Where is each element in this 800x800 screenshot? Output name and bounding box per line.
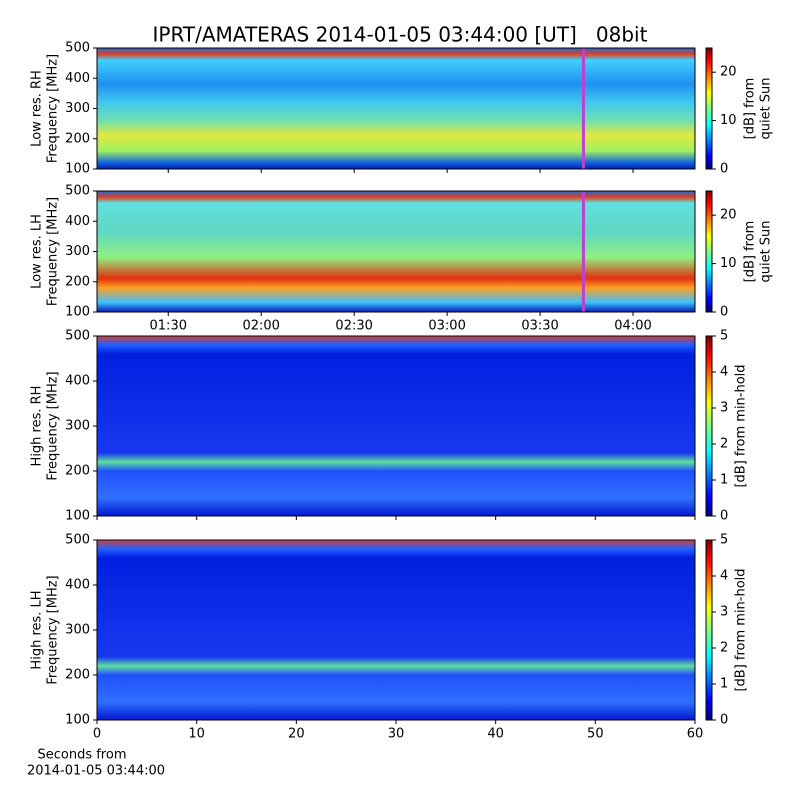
colorbar-tick-label: 4 [720, 569, 728, 584]
y-axis-label: Low res. LH [30, 214, 45, 289]
y-axis-label: High res. RH [30, 386, 45, 467]
chart-title: IPRT/AMATERAS 2014-01-05 03:44:00 [UT] 0… [153, 23, 648, 47]
y-tick-label: 200 [65, 668, 90, 683]
x-tick-label: 03:30 [521, 319, 558, 334]
colorbar-tick-label: 2 [720, 641, 728, 656]
colorbar-tick-label: 20 [720, 208, 737, 223]
x-tick-label: 03:00 [428, 319, 465, 334]
x-tick-label: 01:30 [150, 319, 187, 334]
colorbar-tick-label: 0 [720, 162, 728, 177]
colorbar [705, 47, 713, 170]
x-tick-label: 0 [93, 727, 101, 742]
colorbar-label: quiet Sun [759, 220, 774, 282]
spectrogram-image [97, 191, 695, 312]
y-tick-label: 200 [65, 131, 90, 146]
y-axis-label: Frequency [MHz] [46, 197, 61, 306]
y-tick-label: 400 [65, 578, 90, 593]
y-tick-label: 500 [65, 329, 90, 344]
colorbar-label: [dB] from [743, 78, 758, 140]
x-tick-label: 04:00 [614, 319, 651, 334]
y-tick-label: 100 [65, 305, 90, 320]
y-tick-label: 300 [65, 101, 90, 116]
y-tick-label: 100 [65, 713, 90, 728]
colorbar-label: [dB] from min-hold [734, 364, 749, 487]
y-tick-label: 300 [65, 244, 90, 259]
y-axis-label: Frequency [MHz] [46, 575, 61, 684]
y-tick-label: 500 [65, 184, 90, 199]
colorbar-tick-label: 3 [720, 605, 728, 620]
y-tick-label: 400 [65, 214, 90, 229]
spectrogram-image [97, 48, 695, 169]
colorbar-tick-label: 20 [720, 65, 737, 80]
colorbar-tick-label: 1 [720, 473, 728, 488]
x-tick-label: 02:00 [242, 319, 279, 334]
y-tick-label: 100 [65, 509, 90, 524]
x-tick-label: 60 [687, 727, 704, 742]
colorbar-label: [dB] from [743, 221, 758, 283]
colorbar-tick-label: 0 [720, 509, 728, 524]
y-tick-label: 500 [65, 41, 90, 56]
colorbar-tick-label: 10 [720, 113, 737, 128]
colorbar-tick-label: 5 [720, 329, 728, 344]
colorbar-tick-label: 3 [720, 401, 728, 416]
x-tick-label: 50 [587, 727, 604, 742]
y-tick-label: 300 [65, 419, 90, 434]
colorbar-tick-label: 2 [720, 437, 728, 452]
x-axis-label: Seconds from [37, 748, 126, 763]
colorbar-tick-label: 10 [720, 256, 737, 271]
y-tick-label: 300 [65, 623, 90, 638]
colorbar [705, 190, 713, 313]
y-axis-label: Low res. RH [30, 70, 45, 147]
y-tick-label: 500 [65, 533, 90, 548]
y-axis-label: Frequency [MHz] [46, 54, 61, 163]
y-tick-label: 200 [65, 274, 90, 289]
x-axis-label: 2014-01-05 03:44:00 [27, 764, 165, 779]
colorbar-tick-label: 4 [720, 365, 728, 380]
x-tick-label: 20 [288, 727, 305, 742]
y-tick-label: 200 [65, 464, 90, 479]
colorbar-label: quiet Sun [759, 77, 774, 139]
y-tick-label: 100 [65, 162, 90, 177]
x-tick-label: 02:30 [335, 319, 372, 334]
y-axis-label: Frequency [MHz] [46, 371, 61, 480]
colorbar [705, 335, 713, 517]
x-tick-label: 30 [388, 727, 405, 742]
x-tick-label: 40 [487, 727, 504, 742]
colorbar-tick-label: 5 [720, 533, 728, 548]
colorbar-tick-label: 0 [720, 305, 728, 320]
y-axis-label: High res. LH [30, 590, 45, 669]
spectrogram-image [97, 336, 695, 516]
spectrogram-image [97, 540, 695, 720]
colorbar-tick-label: 0 [720, 713, 728, 728]
colorbar-tick-label: 1 [720, 677, 728, 692]
colorbar [705, 539, 713, 721]
y-tick-label: 400 [65, 71, 90, 86]
x-tick-label: 10 [188, 727, 205, 742]
y-tick-label: 400 [65, 374, 90, 389]
colorbar-label: [dB] from min-hold [734, 568, 749, 691]
